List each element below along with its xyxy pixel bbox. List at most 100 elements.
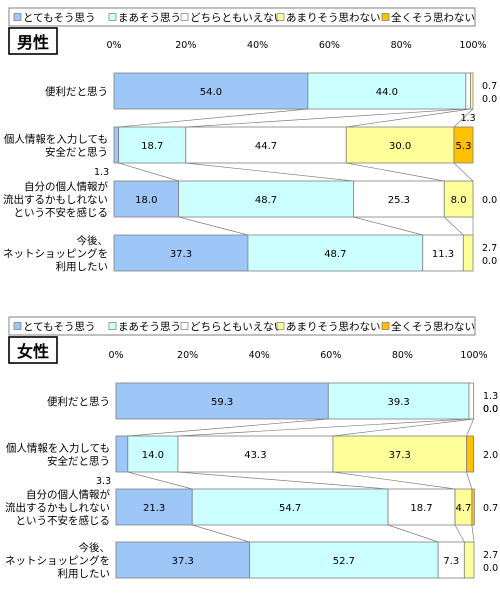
- data-label: 0.0: [482, 94, 497, 105]
- legend-label: とてもそう思う: [23, 12, 95, 24]
- connector-line: [466, 418, 474, 437]
- x-tick-label: 40%: [247, 40, 268, 51]
- data-label: 1.3: [461, 113, 476, 124]
- legend-swatch: [108, 13, 117, 21]
- bar-segment: [453, 126, 474, 164]
- legend-label: 全くそう思わない: [391, 11, 475, 24]
- x-tick-label: 60%: [320, 350, 341, 361]
- connector-line: [118, 162, 179, 182]
- data-label: 1.3: [94, 167, 109, 178]
- x-tick-label: 100%: [459, 40, 486, 51]
- category-label: 個人情報を入力しても: [6, 442, 110, 455]
- category-label: ネットショッピングを: [5, 554, 110, 567]
- bar-segment: [307, 72, 467, 110]
- data-label: 5.3: [456, 141, 472, 152]
- data-label: 39.3: [388, 397, 410, 408]
- connector-line: [387, 524, 439, 543]
- bar-segment: [470, 72, 474, 110]
- legend-swatch: [381, 13, 390, 21]
- x-tick-label: 20%: [177, 350, 198, 361]
- data-label: 8.0: [451, 195, 467, 206]
- bars: [115, 382, 475, 579]
- data-label: 0.0: [483, 404, 498, 415]
- legend: とてもそう思う まあそう思う どちらともいえない あまりそう思わない 全くそう思わない: [8, 7, 476, 27]
- connector-line: [185, 108, 466, 128]
- connector-line: [332, 418, 474, 437]
- bar-segment: [465, 72, 471, 110]
- data-label: 11.3: [432, 249, 454, 260]
- legend-label: 全くそう思わない: [391, 320, 475, 333]
- connector-line: [127, 418, 329, 437]
- bar-segment: [327, 382, 470, 420]
- connector-line: [178, 216, 248, 236]
- bar-segment: [466, 435, 475, 473]
- legend-swatch: [13, 13, 22, 21]
- data-label: 2.7: [483, 550, 498, 561]
- bar-segment: [115, 541, 250, 579]
- legend-swatch: [276, 13, 285, 21]
- data-label: 48.7: [324, 249, 346, 260]
- legend-swatch: [13, 322, 22, 330]
- panel-title: 男性: [8, 27, 58, 55]
- bar-segment: [462, 234, 474, 272]
- category-label: 利用したい: [58, 568, 111, 580]
- category-label: 安全だと思う: [47, 455, 110, 468]
- category-label: 便利だと思う: [45, 85, 108, 98]
- connector-line: [453, 108, 474, 128]
- data-label: 37.3: [172, 556, 194, 567]
- connector-line: [444, 216, 464, 236]
- legend-swatch: [276, 322, 285, 330]
- legend-label: あまりそう思わない: [286, 12, 381, 24]
- bar-segment: [463, 541, 475, 579]
- panel-title-text: 男性: [17, 33, 49, 52]
- bar-segment: [185, 126, 347, 164]
- legend-frame: [8, 7, 476, 27]
- x-tick-label: 60%: [319, 40, 340, 51]
- data-label: 14.0: [142, 450, 164, 461]
- x-tick-label: 0%: [106, 40, 121, 51]
- bar-segment: [113, 72, 309, 110]
- data-label: 59.3: [211, 397, 233, 408]
- legend-label: まあそう思う: [118, 321, 181, 333]
- data-label: 18.7: [141, 141, 163, 152]
- connector-line: [185, 162, 354, 182]
- category-label: 自分の個人情報が: [24, 180, 108, 193]
- legend-swatch: [180, 13, 189, 21]
- bar-segment: [118, 126, 187, 164]
- category-label: ネットショッピングを: [3, 247, 108, 260]
- category-label: 便利だと思う: [47, 395, 110, 408]
- bar-segment: [387, 488, 456, 526]
- data-label: 21.3: [143, 503, 165, 514]
- bar-segment: [471, 488, 475, 526]
- legend-label: どちらともいえない: [190, 321, 284, 333]
- legend-swatch: [108, 322, 117, 330]
- panel-title-text: 女性: [17, 342, 49, 361]
- data-label: 18.7: [410, 503, 432, 514]
- bar-segment: [113, 126, 120, 164]
- connector-line: [346, 162, 445, 182]
- panel-title-frame: [8, 27, 58, 55]
- category-label: 今後、: [77, 234, 109, 247]
- connector-line: [192, 524, 250, 543]
- category-label: 個人情報を入力しても: [4, 133, 108, 146]
- data-label: 2.7: [482, 243, 497, 254]
- data-label: 48.7: [255, 195, 277, 206]
- value-labels: 59.3 39.3 1.3 0.0 0.0 14.0 43.3 37.3 3.3 2.0 21.3 5…: [96, 391, 498, 574]
- bar-segment: [353, 180, 445, 218]
- bar-segment: [113, 234, 249, 272]
- data-label: 0.7: [482, 81, 497, 92]
- data-label: 0.0: [482, 195, 497, 206]
- data-label: 0.0: [483, 404, 498, 415]
- data-label: 7.3: [443, 556, 459, 567]
- x-axis: 0% 20% 40% 60% 80% 100%: [108, 350, 487, 361]
- bars: [113, 72, 474, 272]
- connector-line: [346, 108, 471, 128]
- data-label: 54.0: [200, 87, 222, 98]
- category-label: という不安を感じる: [14, 206, 109, 219]
- panel-title: 女性: [8, 336, 58, 364]
- bar-segment: [443, 180, 474, 218]
- data-label: 30.0: [389, 141, 411, 152]
- x-tick-label: 20%: [175, 40, 196, 51]
- data-label: 2.0: [483, 450, 498, 461]
